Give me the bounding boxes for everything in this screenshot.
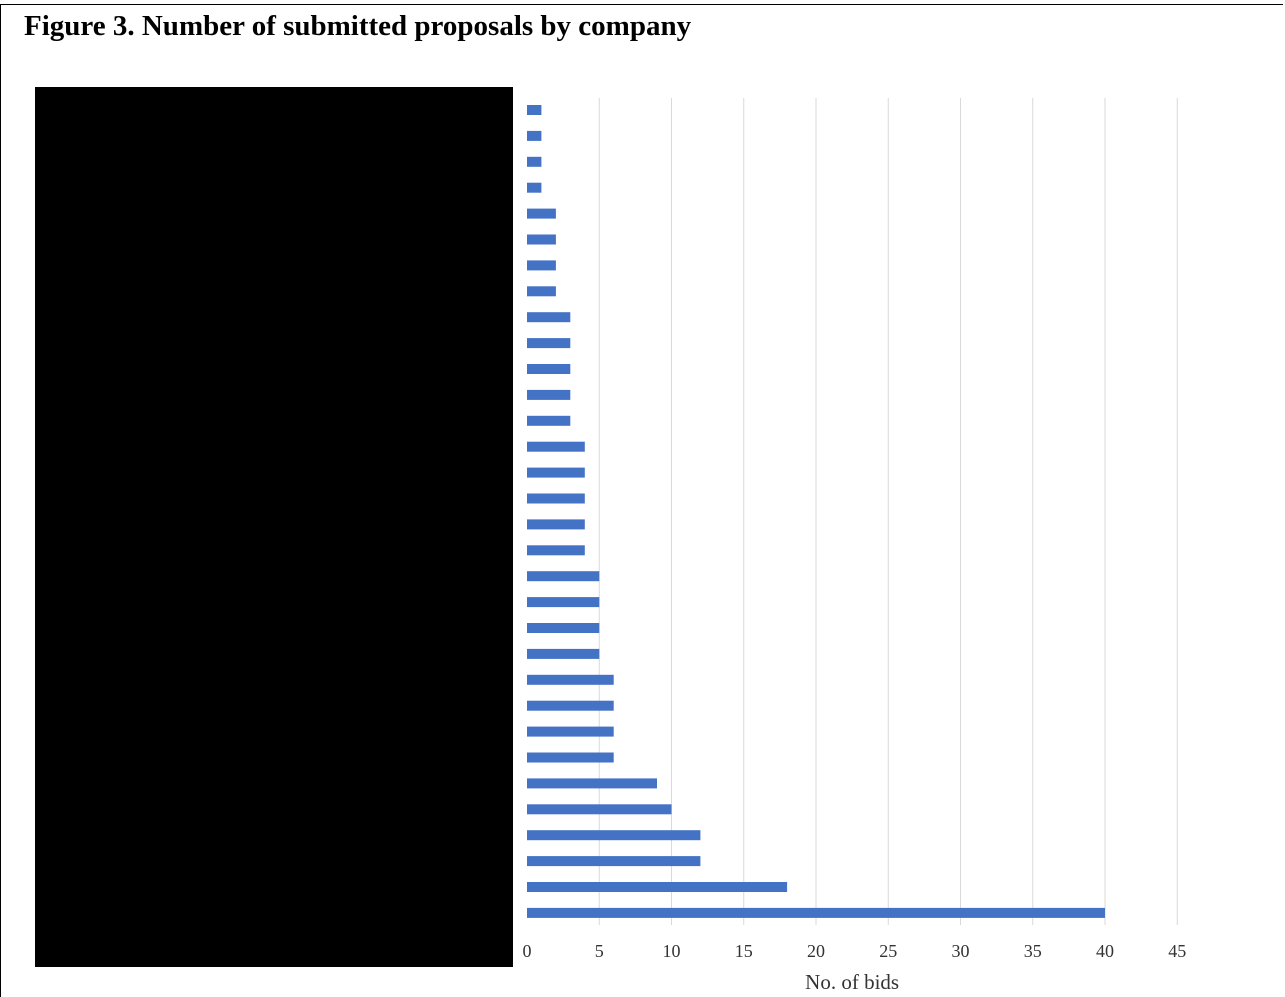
bar	[527, 700, 614, 711]
x-tick-label: 40	[1096, 941, 1114, 961]
gridlines	[598, 98, 1178, 925]
bar	[527, 441, 585, 452]
bar	[527, 752, 614, 763]
x-tick-label: 25	[879, 941, 897, 961]
bar	[527, 648, 600, 659]
bar	[527, 156, 542, 167]
bar	[527, 571, 600, 582]
bar	[527, 726, 614, 737]
bar	[527, 130, 542, 141]
bar	[527, 286, 556, 297]
x-tick-label: 5	[595, 941, 604, 961]
bar	[527, 389, 571, 400]
x-tick-label: 20	[807, 941, 825, 961]
redacted-category-labels	[35, 87, 513, 967]
figure-title: Figure 3. Number of submitted proposals …	[24, 10, 692, 42]
bar	[527, 338, 571, 349]
bar	[527, 778, 657, 789]
bar	[527, 830, 701, 841]
bar	[527, 597, 600, 608]
bar	[527, 260, 556, 271]
bar	[527, 519, 585, 530]
bar	[527, 182, 542, 193]
x-tick-label: 35	[1024, 941, 1042, 961]
x-tick-label: 0	[523, 941, 532, 961]
bar	[527, 545, 585, 556]
x-axis-label: No. of bids	[805, 970, 899, 994]
bar	[527, 882, 788, 892]
bar	[527, 415, 571, 426]
bar	[527, 234, 556, 245]
bar	[527, 467, 585, 478]
bar	[527, 364, 571, 374]
bar	[527, 856, 701, 867]
bars	[527, 105, 1105, 918]
bar	[527, 674, 614, 685]
bar	[527, 623, 600, 633]
x-tick-label: 45	[1168, 941, 1186, 961]
bar	[527, 105, 542, 115]
bar	[527, 493, 585, 504]
bar	[527, 312, 571, 323]
x-tick-labels: 0 5 10 15 20 25 30 35 40 45	[523, 941, 1187, 961]
bar	[527, 804, 672, 815]
figure-frame	[0, 4, 1283, 997]
bar	[527, 208, 556, 219]
x-tick-label: 15	[735, 941, 753, 961]
x-tick-label: 10	[663, 941, 681, 961]
bar	[527, 907, 1105, 918]
x-tick-label: 30	[952, 941, 970, 961]
